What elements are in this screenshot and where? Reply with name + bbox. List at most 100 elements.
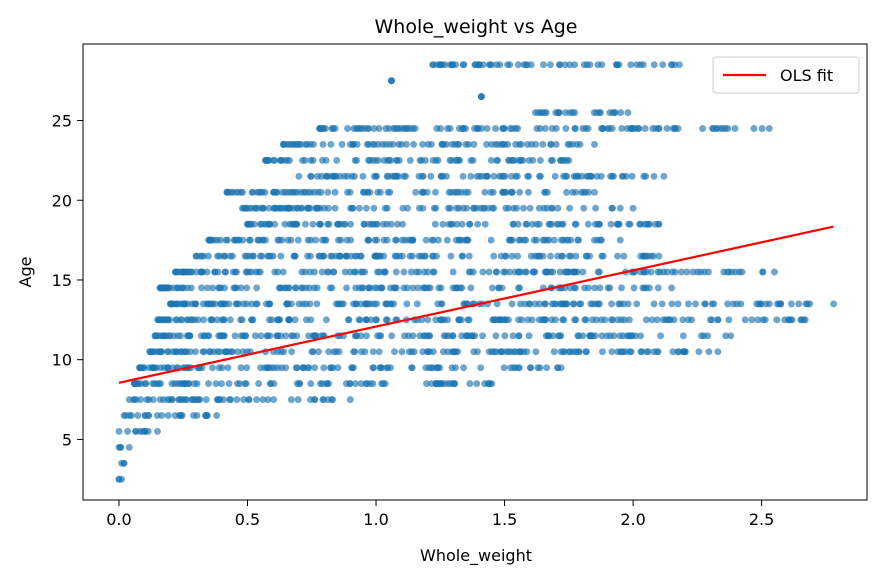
data-point (481, 188, 489, 196)
data-point (571, 61, 579, 69)
data-point (668, 300, 676, 308)
data-point (429, 364, 437, 372)
data-point (291, 316, 299, 324)
data-point (761, 316, 769, 324)
data-point (230, 284, 238, 292)
data-point (455, 236, 463, 244)
data-point (324, 220, 332, 228)
data-point (334, 236, 342, 244)
data-point (372, 316, 380, 324)
data-point (134, 411, 142, 419)
data-point (292, 284, 300, 292)
data-point (640, 268, 648, 276)
data-point (523, 140, 531, 148)
data-point (274, 316, 282, 324)
data-point (539, 252, 547, 260)
data-point (344, 125, 352, 133)
data-point (658, 300, 666, 308)
data-point (325, 348, 333, 356)
data-point (393, 220, 401, 228)
data-point (331, 188, 339, 196)
data-point (379, 380, 387, 388)
data-point (383, 364, 391, 372)
data-point (429, 156, 437, 164)
data-point (331, 204, 339, 212)
data-point (364, 125, 372, 133)
data-point (554, 204, 562, 212)
data-point (287, 236, 295, 244)
data-point (605, 125, 613, 133)
data-point (546, 220, 554, 228)
data-point (265, 252, 273, 260)
data-point (502, 316, 510, 324)
data-point (390, 348, 398, 356)
data-point (449, 284, 457, 292)
data-point (373, 220, 381, 228)
data-point (164, 411, 172, 419)
data-point (243, 300, 251, 308)
data-point (522, 236, 530, 244)
data-point (594, 268, 602, 276)
data-point (249, 252, 257, 260)
data-point (754, 316, 762, 324)
data-point (135, 380, 143, 388)
data-point (689, 268, 697, 276)
data-point (459, 61, 467, 69)
data-point (650, 172, 658, 180)
data-point (282, 332, 290, 340)
data-point (474, 125, 482, 133)
data-point (775, 300, 783, 308)
data-point (648, 316, 656, 324)
data-point (669, 348, 677, 356)
data-point (531, 300, 539, 308)
data-point (501, 172, 509, 180)
data-point (456, 284, 464, 292)
data-point (490, 252, 498, 260)
data-point (770, 268, 778, 276)
data-point (469, 156, 477, 164)
data-point (536, 172, 544, 180)
data-point (619, 300, 627, 308)
data-point (741, 316, 749, 324)
data-point (154, 427, 162, 435)
data-point (584, 284, 592, 292)
x-tick-label: 2.5 (749, 510, 774, 529)
y-axis-ticks: 5 10 15 20 25 (52, 112, 83, 449)
data-point (314, 188, 322, 196)
data-point (306, 252, 314, 260)
data-point (435, 284, 443, 292)
data-point (519, 156, 527, 164)
data-point (641, 125, 649, 133)
data-point (570, 268, 578, 276)
data-point (516, 268, 524, 276)
data-point (429, 348, 437, 356)
data-point (609, 316, 617, 324)
data-point (220, 316, 228, 324)
data-point (466, 380, 474, 388)
data-point (514, 364, 522, 372)
data-point (392, 284, 400, 292)
data-point (438, 300, 446, 308)
data-point (536, 156, 544, 164)
data-point (409, 332, 417, 340)
data-point (261, 236, 269, 244)
x-tick-label: 1.5 (492, 510, 517, 529)
data-point (237, 364, 245, 372)
data-point (480, 204, 488, 212)
data-point (515, 236, 523, 244)
data-point (243, 252, 251, 260)
data-point (597, 125, 605, 133)
data-point (577, 188, 585, 196)
data-point (608, 172, 616, 180)
data-point (152, 364, 160, 372)
x-axis-label: Whole_weight (420, 546, 532, 566)
data-point (684, 300, 692, 308)
data-point (270, 380, 278, 388)
data-point (295, 140, 303, 148)
data-point (513, 172, 521, 180)
data-point (448, 364, 456, 372)
data-point (442, 172, 450, 180)
data-point (684, 316, 692, 324)
data-point (574, 332, 582, 340)
